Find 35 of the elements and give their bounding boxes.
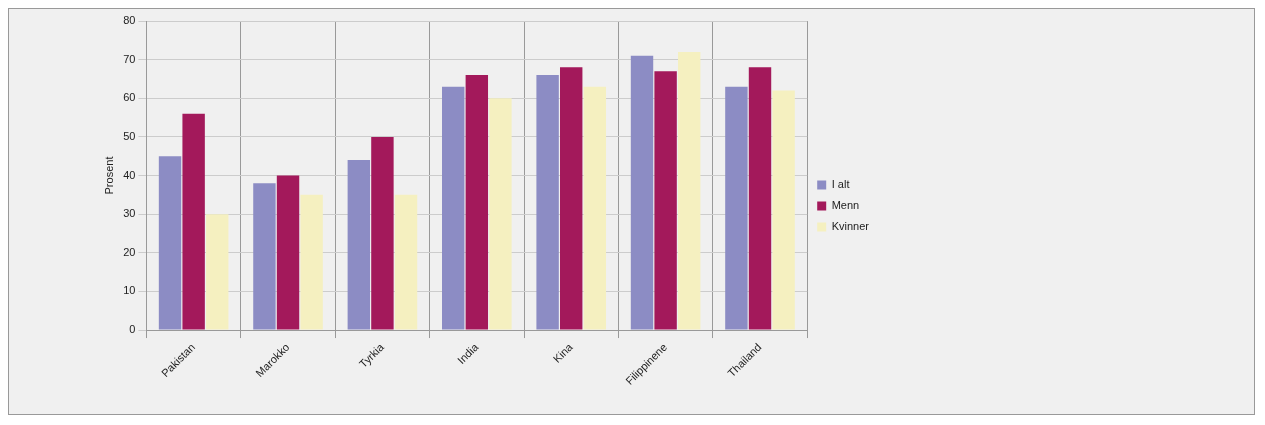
bar <box>300 194 323 330</box>
bar <box>182 113 205 330</box>
legend-label: Kvinner <box>831 220 870 233</box>
bar <box>748 67 772 330</box>
bar <box>371 136 394 330</box>
y-tick-label: 70 <box>123 52 136 65</box>
bar <box>465 75 489 330</box>
x-tick-label: Kina <box>550 340 576 365</box>
bar <box>442 86 465 330</box>
y-tick-label: 40 <box>123 168 136 181</box>
legend-label: I alt <box>831 178 850 191</box>
bar <box>772 90 795 330</box>
bar <box>678 51 701 330</box>
bar <box>654 71 677 330</box>
bar <box>489 98 512 330</box>
y-tick-label: 20 <box>123 245 136 258</box>
bar <box>560 67 583 330</box>
bar <box>276 175 300 330</box>
y-tick-label: 80 <box>123 14 136 27</box>
bar <box>253 183 276 330</box>
y-tick-label: 10 <box>123 284 136 297</box>
y-axis-title: Prosent <box>102 156 115 195</box>
y-tick-label: 30 <box>123 207 136 220</box>
y-tick-label: 60 <box>123 91 136 104</box>
bar <box>536 75 559 330</box>
bar <box>630 55 654 330</box>
legend-label: Menn <box>831 199 860 212</box>
bar <box>725 86 748 330</box>
y-tick-label: 0 <box>129 323 136 336</box>
bar <box>347 160 371 330</box>
bar <box>394 194 418 330</box>
bar <box>583 86 607 330</box>
bar <box>206 214 229 330</box>
bar <box>158 156 182 330</box>
y-tick-label: 50 <box>123 129 136 142</box>
